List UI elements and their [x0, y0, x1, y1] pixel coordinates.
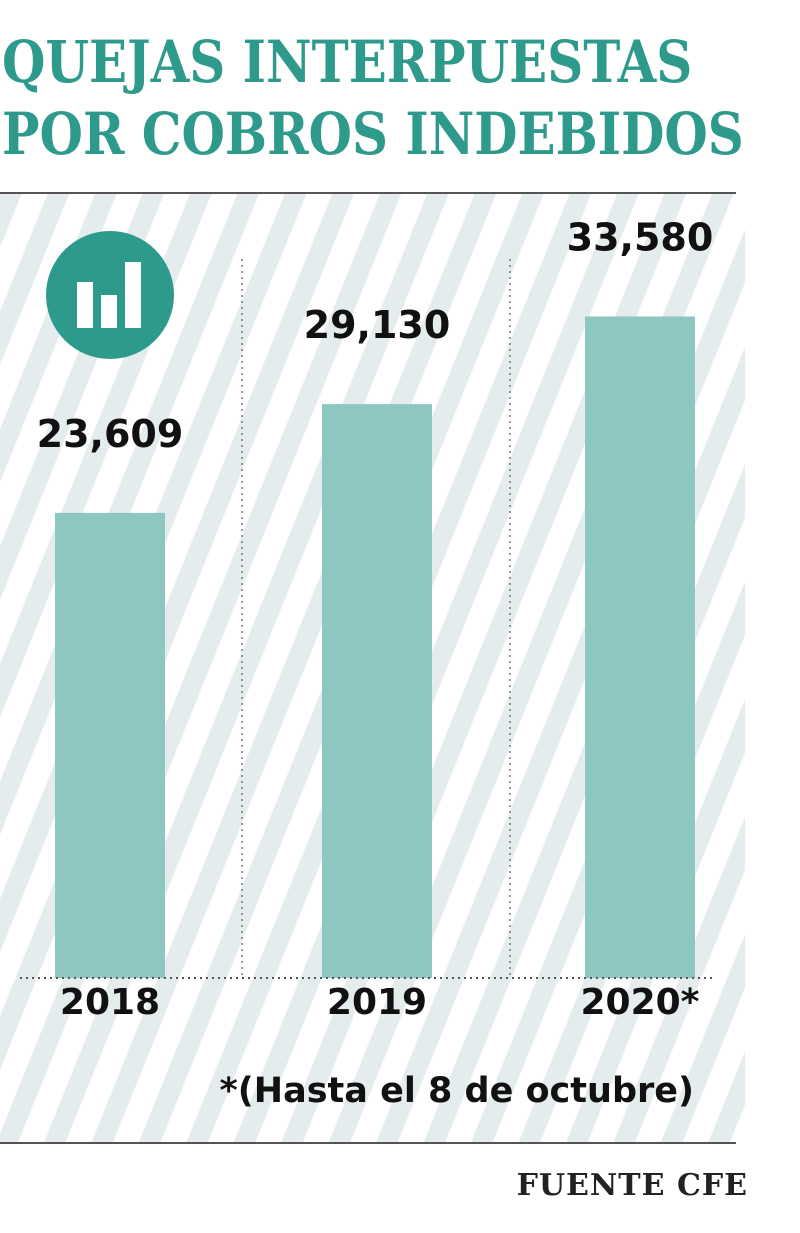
value-label: 29,130	[304, 303, 451, 347]
chart: 23,609 2018 29,130 2019 33,580 2020* *(Hasta …	[0, 194, 745, 1142]
value-label: 33,580	[567, 215, 714, 259]
footnote: *(Hasta el 8 de octubre)	[220, 1071, 695, 1111]
bar-2019	[322, 404, 432, 979]
chart-title-line-1: QUEJAS INTERPUESTAS	[2, 28, 693, 96]
category-label: 2018	[60, 982, 160, 1023]
bar-2018	[55, 512, 165, 978]
top-rule	[0, 192, 736, 194]
bar-chart-icon	[46, 231, 174, 359]
category-label: 2019	[327, 982, 427, 1023]
bar-2020	[585, 316, 695, 978]
chart-title-line-2: POR COBROS INDEBIDOS	[2, 100, 744, 168]
category-label: 2020*	[580, 982, 699, 1023]
bottom-rule	[0, 1142, 736, 1144]
value-label: 23,609	[37, 412, 184, 456]
source-credit: FUENTE CFE	[516, 1168, 748, 1203]
